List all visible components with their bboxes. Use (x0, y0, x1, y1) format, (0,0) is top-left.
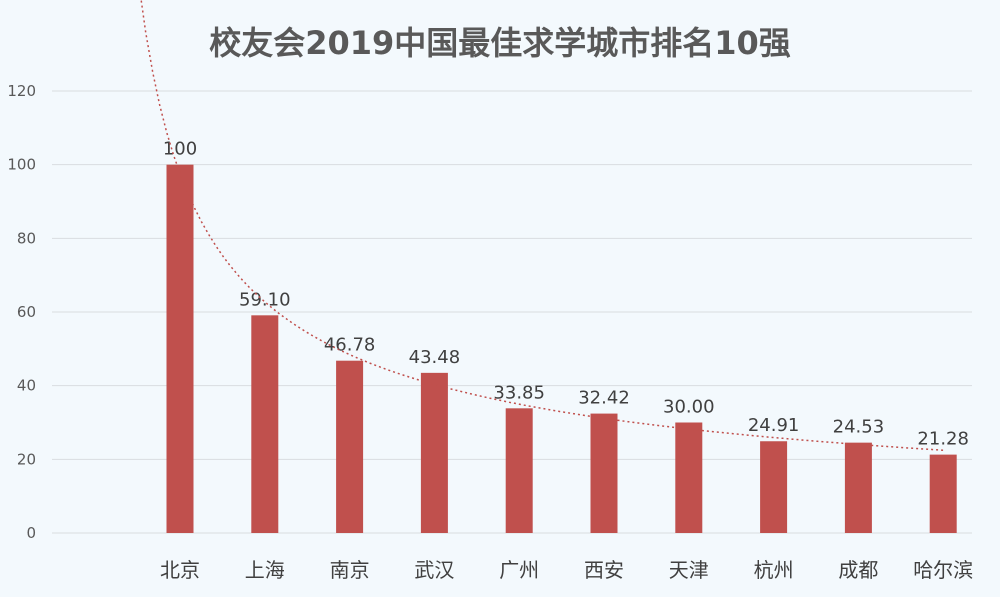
y-tick-label: 80 (17, 229, 36, 247)
data-label: 43.48 (409, 347, 461, 368)
data-label: 30.00 (663, 397, 715, 418)
data-label: 46.78 (324, 335, 376, 356)
data-label: 21.28 (917, 429, 969, 450)
bar (929, 454, 957, 533)
bar (760, 441, 788, 533)
data-label: 100 (163, 139, 197, 160)
category-label: 广州 (499, 558, 539, 582)
category-label: 杭州 (754, 558, 794, 582)
y-tick-label: 0 (26, 524, 36, 542)
bar (844, 442, 872, 533)
category-label: 哈尔滨 (913, 558, 973, 582)
trendline (140, 0, 944, 451)
bar (166, 164, 194, 533)
bar (420, 372, 448, 533)
y-tick-label: 60 (17, 303, 36, 321)
category-label: 北京 (160, 558, 200, 582)
y-tick-label: 120 (7, 82, 36, 100)
data-label: 24.91 (748, 415, 800, 436)
category-label: 天津 (669, 558, 709, 582)
y-tick-label: 20 (17, 450, 36, 468)
chart-title: 校友会2019中国最佳求学城市排名10强 (209, 24, 791, 62)
category-label: 上海 (245, 558, 285, 582)
bar (675, 422, 703, 533)
data-label: 32.42 (578, 388, 630, 409)
bar (590, 413, 618, 533)
category-label: 武汉 (414, 558, 454, 582)
y-tick-label: 100 (7, 156, 36, 174)
y-tick-label: 40 (17, 377, 36, 395)
data-label: 59.10 (239, 289, 291, 310)
bar (336, 360, 364, 533)
data-label: 24.53 (833, 417, 885, 438)
category-label: 西安 (584, 558, 624, 582)
category-label: 南京 (330, 558, 370, 582)
category-label: 成都 (838, 558, 878, 582)
bar (251, 315, 279, 533)
bar (505, 408, 533, 533)
data-label: 33.85 (493, 382, 545, 403)
